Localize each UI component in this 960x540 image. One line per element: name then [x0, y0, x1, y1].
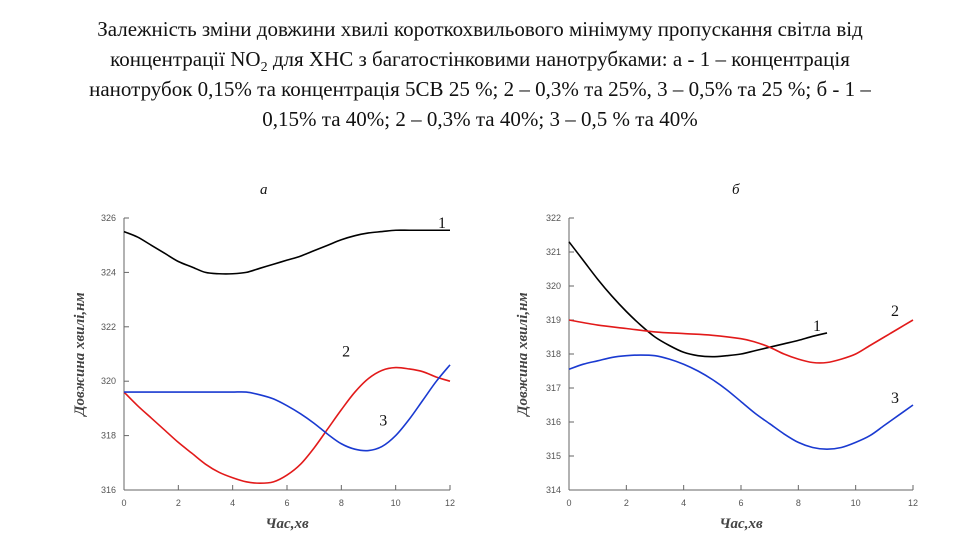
- x-tick-label: 8: [796, 498, 801, 508]
- panel-label-a: а: [260, 182, 268, 198]
- y-tick-label: 326: [101, 213, 116, 223]
- caption-subscript: 2: [260, 60, 268, 76]
- x-axis-label: Час,хв: [265, 516, 309, 532]
- y-tick-label: 324: [101, 267, 116, 277]
- series-line-1: [568, 241, 828, 358]
- figure-caption: Залежність зміни довжини хвилі короткохв…: [60, 14, 900, 134]
- series-label-3: 3: [891, 390, 899, 407]
- series-label-1: 1: [438, 215, 446, 232]
- caption-text-part-1: Залежність зміни довжини хвилі короткохв…: [97, 17, 863, 71]
- x-tick-label: 12: [445, 498, 455, 508]
- x-tick-label: 2: [624, 498, 629, 508]
- y-tick-label: 316: [101, 485, 116, 495]
- series-line-2: [123, 366, 451, 485]
- y-tick-label: 314: [546, 485, 561, 495]
- x-tick-label: 0: [121, 498, 126, 508]
- x-tick-label: 4: [681, 498, 686, 508]
- y-tick-label: 315: [546, 451, 561, 461]
- x-tick-label: 10: [391, 498, 401, 508]
- x-tick-label: 12: [908, 498, 918, 508]
- y-tick-label: 322: [101, 322, 116, 332]
- series-label-2: 2: [891, 303, 899, 320]
- y-tick-label: 317: [546, 383, 561, 393]
- panel-label-b: б: [732, 182, 740, 198]
- series-label-1: 1: [813, 318, 821, 335]
- y-tick-label: 318: [101, 431, 116, 441]
- y-axis-label: Довжина хвилі,нм: [72, 292, 88, 417]
- y-tick-label: 321: [546, 247, 561, 257]
- series-label-3: 3: [379, 412, 387, 429]
- y-tick-label: 320: [101, 376, 116, 386]
- x-tick-label: 6: [738, 498, 743, 508]
- x-tick-label: 8: [339, 498, 344, 508]
- x-tick-label: 4: [230, 498, 235, 508]
- x-tick-label: 6: [284, 498, 289, 508]
- x-tick-label: 10: [851, 498, 861, 508]
- y-axis-label: Довжина хвилі,нм: [515, 292, 531, 417]
- series-line-1: [123, 229, 450, 275]
- x-tick-label: 0: [566, 498, 571, 508]
- y-tick-label: 316: [546, 417, 561, 427]
- series-line-3: [124, 364, 451, 452]
- series-label-2: 2: [342, 343, 350, 360]
- y-tick-label: 319: [546, 315, 561, 325]
- series-line-3: [568, 354, 914, 451]
- series-line-2: [568, 319, 914, 364]
- y-tick-label: 318: [546, 349, 561, 359]
- y-tick-label: 320: [546, 281, 561, 291]
- x-tick-label: 2: [176, 498, 181, 508]
- caption-text-part-2: для ХНС з багатостінковими нанотрубками:…: [89, 47, 871, 131]
- x-axis-label: Час,хв: [719, 516, 763, 532]
- y-tick-label: 322: [546, 213, 561, 223]
